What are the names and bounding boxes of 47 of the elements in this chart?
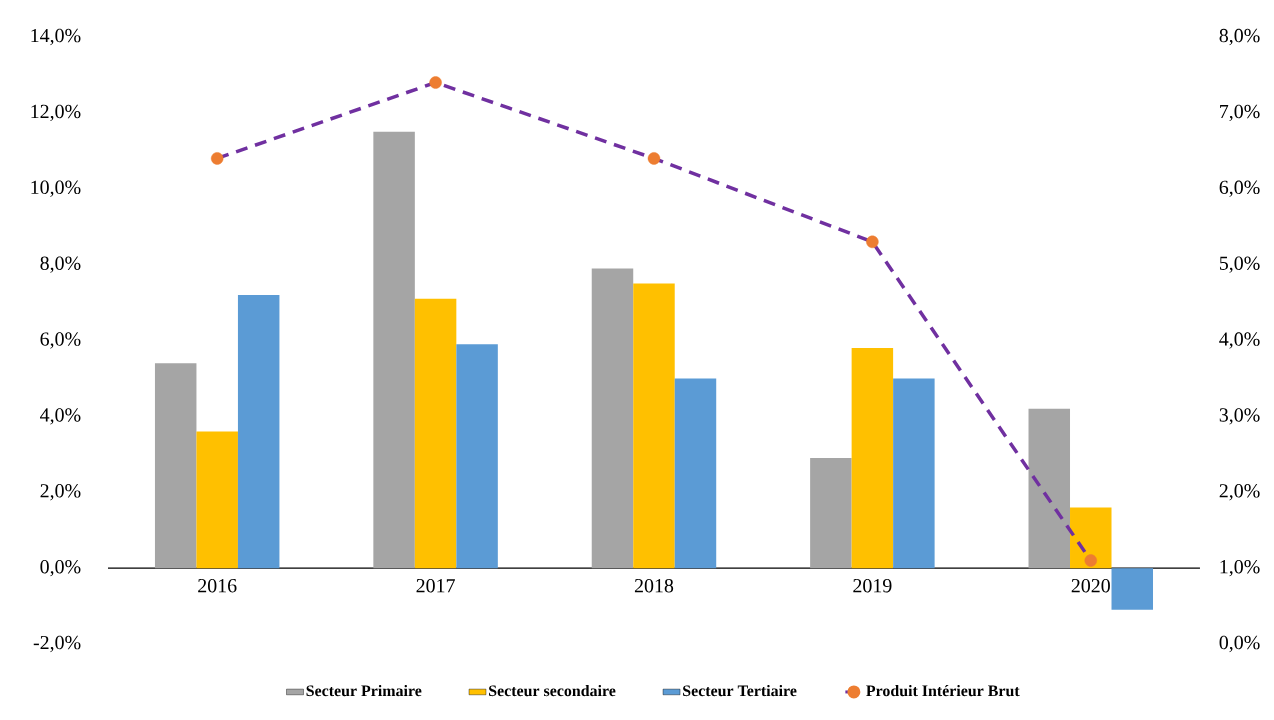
bar [456, 344, 498, 569]
bar [1070, 507, 1112, 569]
y-tick-label: 8,0% [40, 256, 81, 273]
point [211, 152, 224, 165]
x-tick-label: 2018 [634, 578, 674, 593]
bar [633, 283, 675, 569]
bar [237, 294, 280, 569]
legend-label: Secteur secondaire [489, 684, 616, 697]
y2-tick-label: 1,0% [1220, 559, 1260, 577]
legend-label: Secteur Primaire [306, 684, 422, 697]
y2-tick-label: 2,0% [1219, 484, 1260, 501]
bar [373, 131, 415, 569]
y-tick-label: 2,0% [40, 484, 81, 501]
y2-tick-label: 0,0% [1219, 635, 1260, 653]
legend-label: Secteur Tertiaire [683, 684, 797, 697]
x-tick-label: 2017 [416, 578, 455, 593]
bar [154, 363, 197, 569]
y-tick-label: 6,0% [40, 332, 81, 349]
bar [851, 348, 894, 569]
y-tick-label: 10,0% [31, 180, 81, 197]
y-tick-label: 0,0% [40, 559, 81, 577]
point [429, 76, 442, 89]
y-tick-label: 12,0% [31, 104, 81, 122]
y-tick-label: 4,0% [40, 408, 81, 425]
y2-tick-label: 6,0% [1219, 180, 1260, 197]
y2-tick-label: 7,0% [1220, 104, 1260, 122]
y2-tick-label: 8,0% [1219, 28, 1260, 46]
x-tick-label: 2019 [853, 578, 892, 593]
bar [196, 431, 238, 569]
y2-tick-label: 4,0% [1219, 332, 1260, 349]
legend-label: Produit Intérieur Brut [866, 684, 1020, 697]
point [647, 152, 661, 165]
point [866, 235, 879, 249]
bar [414, 298, 457, 569]
bar [1111, 568, 1153, 610]
bar [1028, 408, 1071, 569]
bar [674, 378, 717, 569]
y-tick-label: 14,0% [31, 28, 81, 46]
point [1084, 554, 1097, 567]
y-tick-label: -2,0% [33, 635, 81, 653]
x-tick-label: 2020 [1071, 578, 1110, 593]
y2-tick-label: 3,0% [1219, 408, 1260, 425]
bar [893, 378, 935, 569]
x-tick-label: 2016 [198, 578, 237, 593]
bar [591, 268, 634, 569]
bar [810, 458, 852, 569]
y2-tick-label: 5,0% [1219, 256, 1260, 273]
